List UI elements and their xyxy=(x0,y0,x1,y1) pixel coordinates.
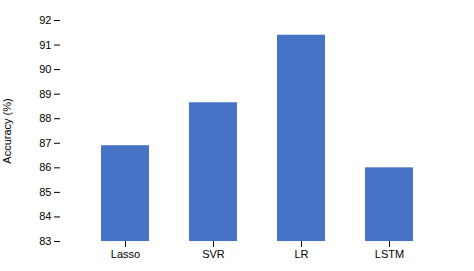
svg-text:Lasso: Lasso xyxy=(111,248,140,260)
svg-text:85: 85 xyxy=(39,186,51,198)
svg-text:83: 83 xyxy=(39,235,51,247)
svg-text:92: 92 xyxy=(39,14,51,26)
svg-text:LSTM: LSTM xyxy=(375,248,404,260)
svg-text:Accuracy (%): Accuracy (%) xyxy=(1,98,13,163)
svg-text:89: 89 xyxy=(39,88,51,100)
svg-text:LR: LR xyxy=(294,248,308,260)
svg-text:88: 88 xyxy=(39,112,51,124)
svg-text:86: 86 xyxy=(39,161,51,173)
svg-text:SVR: SVR xyxy=(202,248,225,260)
svg-text:87: 87 xyxy=(39,137,51,149)
svg-text:84: 84 xyxy=(39,210,51,222)
svg-text:91: 91 xyxy=(39,39,51,51)
svg-text:90: 90 xyxy=(39,63,51,75)
